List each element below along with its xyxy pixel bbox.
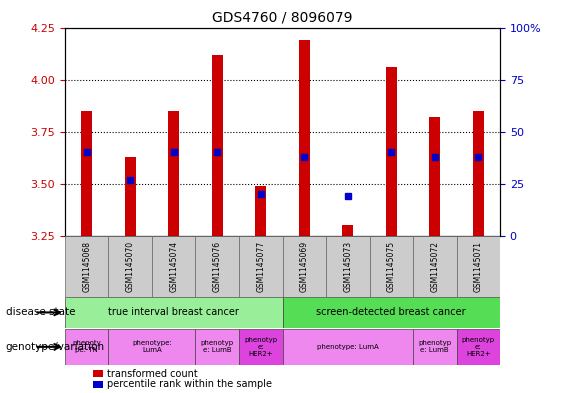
Text: phenotype:
LumA: phenotype: LumA xyxy=(132,340,172,353)
Text: GSM1145074: GSM1145074 xyxy=(170,241,178,292)
Bar xyxy=(81,111,92,236)
Text: GSM1145075: GSM1145075 xyxy=(387,241,396,292)
Bar xyxy=(108,236,152,297)
Text: transformed count: transformed count xyxy=(107,369,198,379)
Bar xyxy=(370,236,413,297)
Text: phenotyp
e: LumB: phenotyp e: LumB xyxy=(418,340,451,353)
Bar xyxy=(342,225,353,236)
Bar xyxy=(413,236,457,297)
Bar xyxy=(326,236,370,297)
Text: screen-detected breast cancer: screen-detected breast cancer xyxy=(316,307,466,318)
Title: GDS4760 / 8096079: GDS4760 / 8096079 xyxy=(212,11,353,25)
Text: phenotyp
e:
HER2+: phenotyp e: HER2+ xyxy=(244,337,277,357)
Text: GSM1145073: GSM1145073 xyxy=(344,241,352,292)
Text: GSM1145072: GSM1145072 xyxy=(431,241,439,292)
Text: GSM1145069: GSM1145069 xyxy=(300,241,308,292)
Text: percentile rank within the sample: percentile rank within the sample xyxy=(107,379,272,389)
Text: GSM1145070: GSM1145070 xyxy=(126,241,134,292)
Text: GSM1145068: GSM1145068 xyxy=(82,241,91,292)
Text: phenoty
pe: TN: phenoty pe: TN xyxy=(72,340,101,353)
Bar xyxy=(255,186,266,236)
Bar xyxy=(282,329,413,365)
Bar xyxy=(239,236,282,297)
Bar xyxy=(239,329,282,365)
Bar xyxy=(125,157,136,236)
Text: phenotyp
e: LumB: phenotyp e: LumB xyxy=(201,340,234,353)
Text: GSM1145076: GSM1145076 xyxy=(213,241,221,292)
Bar xyxy=(65,329,108,365)
Bar xyxy=(457,236,500,297)
Bar xyxy=(386,67,397,236)
Text: true interval breast cancer: true interval breast cancer xyxy=(108,307,239,318)
Bar xyxy=(282,236,326,297)
Text: GSM1145071: GSM1145071 xyxy=(474,241,483,292)
Bar xyxy=(108,329,195,365)
Text: disease state: disease state xyxy=(6,307,75,318)
Text: GSM1145077: GSM1145077 xyxy=(257,241,265,292)
Bar xyxy=(282,298,500,327)
Text: phenotyp
e:
HER2+: phenotyp e: HER2+ xyxy=(462,337,495,357)
Bar xyxy=(152,236,195,297)
Bar xyxy=(65,298,282,327)
Bar xyxy=(473,111,484,236)
Bar xyxy=(299,40,310,236)
Bar xyxy=(212,55,223,236)
Bar xyxy=(65,236,108,297)
Bar xyxy=(413,329,457,365)
Text: phenotype: LumA: phenotype: LumA xyxy=(317,344,379,350)
Bar xyxy=(195,236,239,297)
Text: genotype/variation: genotype/variation xyxy=(6,342,105,352)
Bar xyxy=(457,329,500,365)
Bar xyxy=(195,329,239,365)
Bar xyxy=(168,111,179,236)
Bar xyxy=(429,117,440,236)
